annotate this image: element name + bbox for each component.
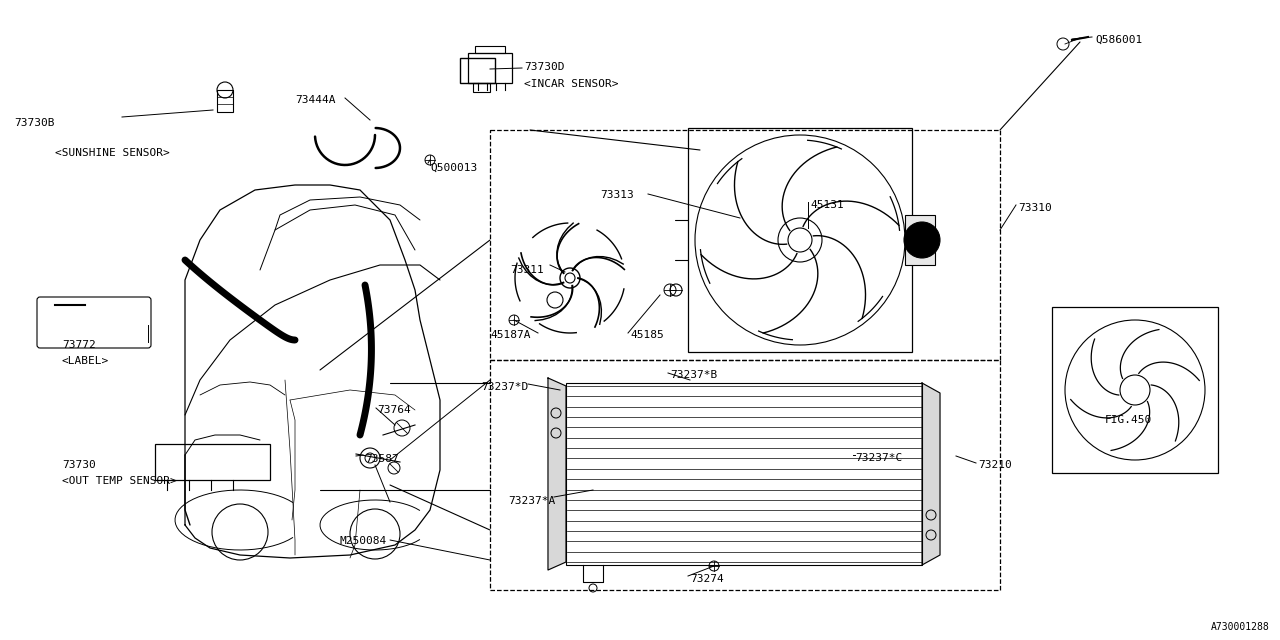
Bar [475,46,506,53]
Text: 73730D: 73730D [524,62,564,72]
Text: 45185: 45185 [630,330,664,340]
Text: 73274: 73274 [690,574,723,584]
Text: M250084: M250084 [340,536,388,546]
Bar [905,215,934,265]
Text: 45187A: 45187A [490,330,530,340]
Text: 73237*D: 73237*D [481,382,529,392]
Bar [490,360,1000,590]
Text: 73237*A: 73237*A [508,496,556,506]
Text: FIG.450: FIG.450 [1105,415,1152,425]
Text: 73311: 73311 [509,265,544,275]
Circle shape [904,222,940,258]
Bar [689,128,911,352]
Text: 73444A: 73444A [294,95,335,105]
Text: Q500013: Q500013 [430,163,477,173]
Polygon shape [548,378,566,570]
Text: 45131: 45131 [810,200,844,210]
FancyBboxPatch shape [37,297,151,348]
Text: 73313: 73313 [600,190,634,200]
Text: 73772: 73772 [61,340,96,350]
Text: 73730B: 73730B [14,118,55,128]
Text: 73237*B: 73237*B [669,370,717,380]
Text: 73210: 73210 [978,460,1011,470]
Bar [155,444,270,480]
Text: 73310: 73310 [1018,203,1052,213]
Bar [1052,307,1219,473]
Text: Q586001: Q586001 [1094,35,1142,45]
Text: 73587: 73587 [365,454,399,464]
Text: <OUT TEMP SENSOR>: <OUT TEMP SENSOR> [61,476,177,486]
Bar [566,383,922,565]
Text: <INCAR SENSOR>: <INCAR SENSOR> [524,79,618,89]
Bar [490,130,1000,360]
Text: 73237*C: 73237*C [855,453,902,463]
Text: 73764: 73764 [378,405,411,415]
Text: A730001288: A730001288 [1211,622,1270,632]
Text: <LABEL>: <LABEL> [61,356,109,366]
Bar [474,83,490,92]
Bar [468,53,512,83]
Bar [218,90,233,112]
Text: 73730: 73730 [61,460,96,470]
Bar [460,58,495,83]
Text: <SUNSHINE SENSOR>: <SUNSHINE SENSOR> [55,148,170,158]
Polygon shape [922,383,940,565]
